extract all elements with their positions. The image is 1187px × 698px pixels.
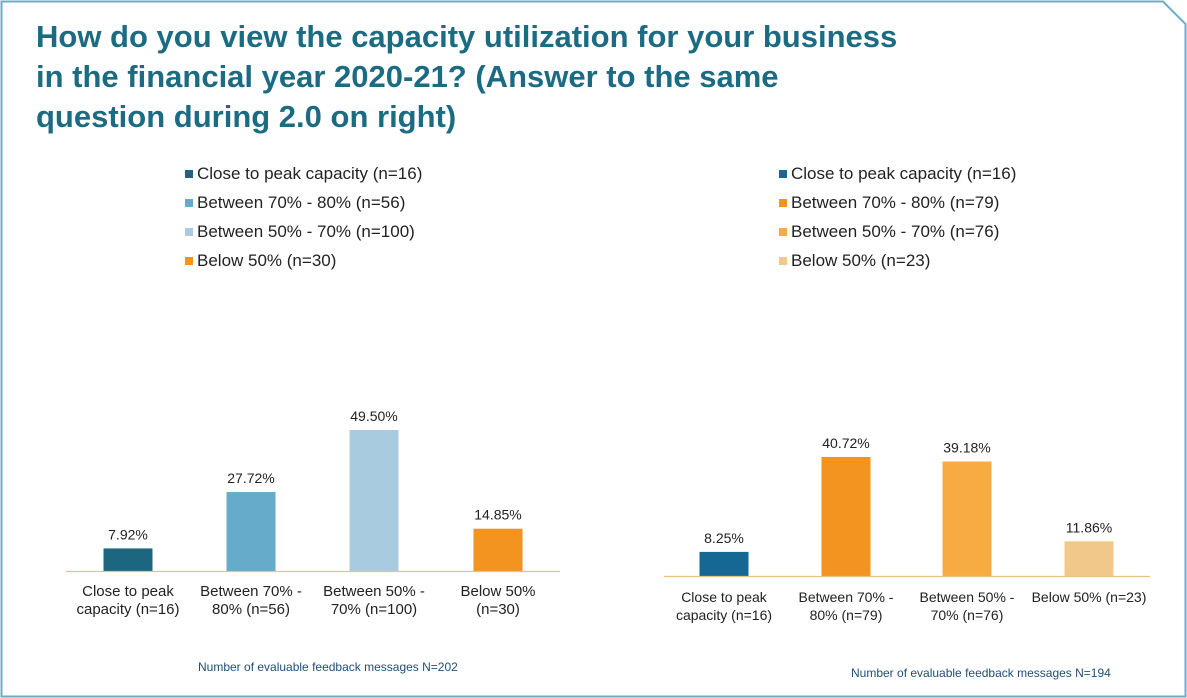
legend-item: Close to peak capacity (n=16) xyxy=(185,159,422,188)
slide-title: How do you view the capacity utilization… xyxy=(36,17,956,137)
legend-swatch xyxy=(779,169,787,178)
legend-swatch xyxy=(779,198,787,207)
legend-label: Below 50% (n=30) xyxy=(197,250,337,270)
legend-swatch xyxy=(185,227,193,236)
legend-label: Close to peak capacity (n=16) xyxy=(791,163,1017,183)
legend-item: Between 70% - 80% (n=56) xyxy=(185,188,422,217)
title-line-2: in the financial year 2020-21? (Answer t… xyxy=(36,59,779,94)
title-line-3: question during 2.0 on right) xyxy=(36,99,457,134)
legend-label: Between 70% - 80% (n=79) xyxy=(791,192,1000,212)
legend-label: Between 70% - 80% (n=56) xyxy=(197,192,406,212)
legend-right: Close to peak capacity (n=16) Between 70%… xyxy=(779,159,1016,275)
legend-label: Close to peak capacity (n=16) xyxy=(197,163,423,183)
legend-item: Below 50% (n=30) xyxy=(185,246,422,275)
legend-label: Between 50% - 70% (n=76) xyxy=(791,221,1000,241)
note-left: Number of evaluable feedback messages N=… xyxy=(198,660,458,674)
legend-swatch xyxy=(185,256,193,265)
legend-item: Close to peak capacity (n=16) xyxy=(779,159,1016,188)
legend-label: Below 50% (n=23) xyxy=(791,250,931,270)
legend-swatch xyxy=(779,227,787,236)
legend-item: Between 50% - 70% (n=76) xyxy=(779,217,1016,246)
legend-swatch xyxy=(185,169,193,178)
legend-item: Between 70% - 80% (n=79) xyxy=(779,188,1016,217)
legend-item: Below 50% (n=23) xyxy=(779,246,1016,275)
legend-label: Between 50% - 70% (n=100) xyxy=(197,221,415,241)
legend-left: Close to peak capacity (n=16) Between 70%… xyxy=(185,159,422,275)
title-line-1: How do you view the capacity utilization… xyxy=(36,19,898,54)
note-right: Number of evaluable feedback messages N=… xyxy=(851,666,1111,680)
legend-swatch xyxy=(779,256,787,265)
legend-swatch xyxy=(185,198,193,207)
legend-item: Between 50% - 70% (n=100) xyxy=(185,217,422,246)
